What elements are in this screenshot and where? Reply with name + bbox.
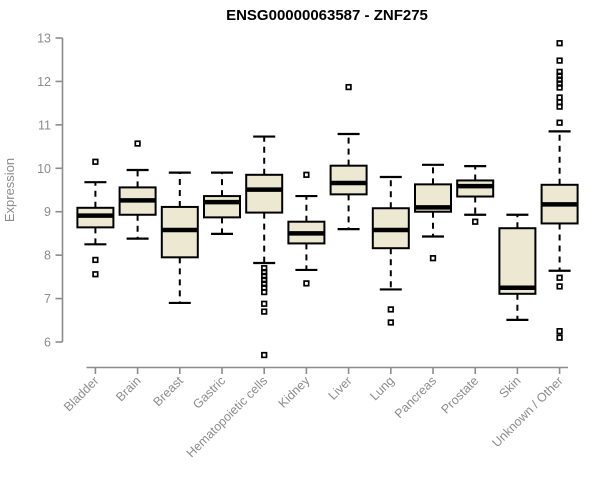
box-lung bbox=[371, 175, 410, 326]
box-skin bbox=[498, 213, 537, 321]
iqr-box bbox=[329, 164, 368, 196]
y-tick-label: 12 bbox=[37, 75, 51, 89]
outlier-point bbox=[92, 158, 99, 165]
outlier-point bbox=[92, 256, 99, 264]
outlier-point bbox=[556, 94, 563, 101]
box-unknown-other bbox=[540, 40, 579, 341]
y-tick-label: 6 bbox=[44, 336, 51, 350]
outlier-point bbox=[556, 103, 563, 110]
outlier-point bbox=[556, 334, 563, 341]
outlier-point bbox=[261, 351, 268, 359]
box-liver bbox=[329, 83, 368, 231]
box-hematopoietic-cells bbox=[245, 135, 284, 359]
outlier-point bbox=[261, 300, 268, 307]
box-prostate bbox=[456, 165, 495, 225]
box-kidney bbox=[287, 171, 326, 287]
outlier-point bbox=[556, 274, 563, 281]
x-tick-label: Liver bbox=[326, 374, 355, 403]
box-brain bbox=[118, 140, 157, 240]
x-tick-label: Kidney bbox=[276, 373, 313, 410]
outlier-point bbox=[429, 255, 437, 262]
x-tick-label: Gastric bbox=[190, 374, 228, 412]
box-breast bbox=[160, 171, 199, 305]
outlier-point bbox=[556, 40, 563, 47]
outlier-point bbox=[92, 271, 99, 278]
x-tick-label: Lung bbox=[367, 374, 397, 404]
boxplot-series bbox=[76, 40, 579, 359]
y-tick-label: 11 bbox=[38, 118, 51, 132]
x-tick-label: Skin bbox=[496, 374, 523, 401]
y-tick-label: 13 bbox=[37, 32, 51, 46]
y-tick-label: 7 bbox=[44, 292, 51, 306]
outlier-point bbox=[387, 306, 394, 313]
outlier-point bbox=[472, 218, 479, 225]
outlier-point bbox=[387, 319, 394, 326]
iqr-box bbox=[245, 173, 284, 214]
iqr-box bbox=[203, 195, 241, 219]
outlier-point bbox=[261, 308, 268, 315]
outlier-point bbox=[303, 280, 310, 287]
outlier-point bbox=[556, 328, 563, 335]
x-tick-label: Pancreas bbox=[392, 374, 439, 421]
y-tick-label: 9 bbox=[44, 205, 51, 219]
iqr-box bbox=[498, 227, 537, 295]
x-tick-label: Brain bbox=[113, 374, 144, 405]
outlier-point bbox=[303, 171, 310, 178]
outlier-point bbox=[556, 119, 563, 126]
box-bladder bbox=[76, 158, 115, 278]
outlier-point bbox=[134, 140, 141, 147]
outlier-point bbox=[556, 84, 563, 91]
box-gastric bbox=[203, 171, 241, 235]
x-tick-label: Bladder bbox=[61, 374, 101, 414]
chart-title: ENSG00000063587 - ZNF275 bbox=[226, 7, 428, 24]
outlier-point bbox=[556, 57, 563, 64]
y-tick-label: 8 bbox=[44, 249, 51, 263]
axes: 6 7 8 9 10 11 12 13 Bladder Brain Breast GastricHem… bbox=[37, 32, 568, 461]
x-tick-label: Breast bbox=[150, 373, 186, 409]
outlier-point bbox=[556, 283, 563, 290]
iqr-box bbox=[456, 179, 495, 198]
box-pancreas bbox=[414, 163, 452, 262]
y-tick-label: 10 bbox=[37, 162, 51, 176]
x-tick-label: Prostate bbox=[438, 374, 481, 417]
y-axis-label: Expression bbox=[2, 158, 17, 222]
x-tick-label: Hematopoietic cells bbox=[184, 374, 271, 461]
outlier-point bbox=[345, 83, 352, 91]
outlier-point bbox=[261, 288, 268, 296]
